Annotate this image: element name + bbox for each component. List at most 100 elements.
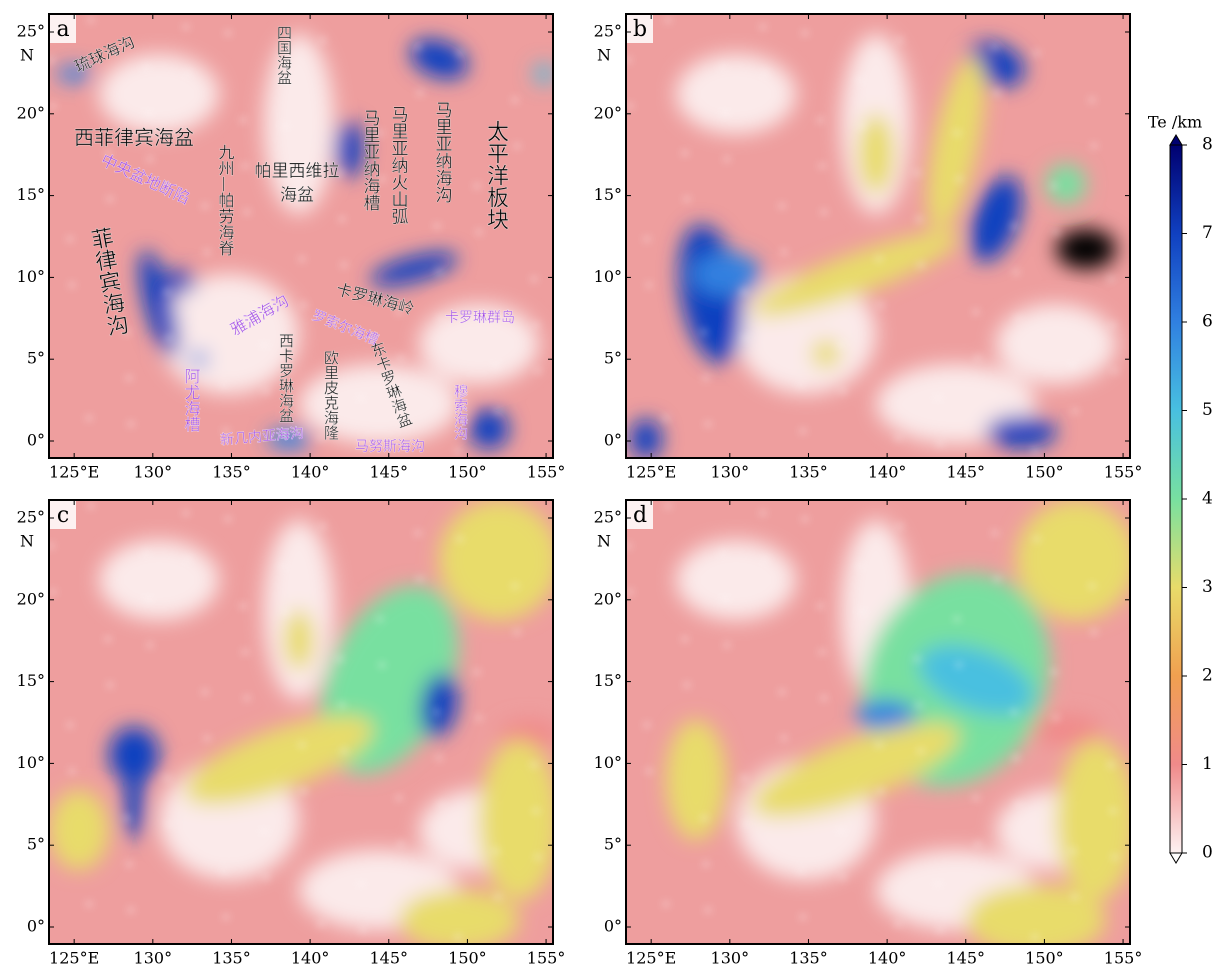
seamount (896, 523, 904, 529)
te-area (124, 760, 144, 840)
colorbar-tick-label: 0 (1202, 843, 1212, 863)
seamount (414, 530, 422, 536)
seamount (681, 636, 689, 642)
seamount (146, 642, 154, 648)
seamount (433, 709, 441, 715)
map-annotation: 阿尤海槽 (182, 368, 201, 432)
seamount (239, 117, 247, 123)
seamount (974, 355, 982, 361)
seamount (700, 815, 708, 821)
map-annotation: 太平洋板块 (483, 120, 509, 230)
seamount (702, 375, 710, 381)
seamount (1050, 669, 1058, 675)
seamount (1090, 143, 1098, 149)
seamount (511, 583, 519, 589)
te-area (284, 610, 314, 670)
seamount (416, 90, 424, 96)
seamount (894, 921, 902, 927)
y-tick-label: 5° (604, 835, 622, 854)
seamount (991, 44, 999, 50)
seamount (934, 395, 942, 401)
x-tick-label: 140° (868, 463, 907, 482)
seamount (534, 368, 542, 374)
colorbar-tick-label: 60 (1202, 312, 1212, 332)
seamount (437, 315, 445, 321)
seamount (224, 516, 232, 522)
seamount (123, 815, 131, 821)
seamount (780, 735, 788, 741)
x-tick-label: 130° (711, 949, 750, 968)
te-area (439, 500, 559, 620)
te-area (534, 64, 554, 84)
seamount (475, 229, 483, 235)
seamount (972, 795, 980, 801)
seamount (858, 123, 866, 129)
seamount (146, 156, 154, 162)
seamount (934, 881, 942, 887)
panel-letter: c (57, 503, 69, 528)
seamount (818, 163, 826, 169)
seamount (856, 77, 864, 83)
seamount (839, 874, 847, 880)
colorbar (1170, 145, 1182, 853)
te-area (1031, 715, 1101, 745)
seamount (243, 695, 251, 701)
seamount (991, 530, 999, 536)
seamount (203, 249, 211, 255)
seamount (839, 388, 847, 394)
te-area (49, 790, 109, 870)
x-tick-label: 125°E (49, 949, 99, 968)
x-tick-label: 150° (1025, 949, 1064, 968)
x-tick-label: 150° (448, 949, 487, 968)
colorbar-tick-label: 70 (1202, 223, 1212, 243)
seamount (298, 742, 306, 748)
seamount (340, 748, 348, 754)
y-tick-label: 15° (594, 671, 622, 690)
map-annotation: 卡罗琳群岛 (445, 310, 515, 326)
seamount (1052, 715, 1060, 721)
y-tick-label: 20° (594, 103, 622, 122)
seamount (742, 335, 750, 341)
seamount (492, 362, 500, 368)
seamount (1012, 755, 1020, 761)
y-unit-label: N (597, 46, 611, 65)
colorbar-min-triangle (1170, 853, 1182, 863)
x-tick-label: 135° (212, 949, 251, 968)
map-annotation: 西菲律宾海盆 (74, 126, 194, 150)
x-tick-label: 145° (946, 463, 985, 482)
seamount (338, 702, 346, 708)
seamount (1010, 709, 1018, 715)
seamount (66, 236, 74, 242)
seamount (1109, 808, 1117, 814)
seamount (719, 64, 727, 70)
colorbar-tick-label: 30 (1202, 577, 1212, 597)
low-te-area (996, 304, 1116, 384)
seamount (1111, 368, 1119, 374)
map-field (45, 497, 559, 950)
y-tick-label: 25° (17, 22, 45, 41)
te-area (630, 419, 662, 459)
x-tick-label: 135° (789, 463, 828, 482)
seamount (1088, 583, 1096, 589)
y-tick-label: 0° (27, 431, 45, 450)
colorbar-tick-label: 20 (1202, 666, 1212, 686)
seamount (144, 596, 152, 602)
seamount (820, 695, 828, 701)
seamount (761, 556, 769, 562)
seamount (182, 510, 190, 516)
x-tick-label: 150° (1025, 463, 1064, 482)
map-field (622, 497, 1136, 955)
seamount (475, 715, 483, 721)
seamount (778, 203, 786, 209)
te-area (191, 351, 207, 367)
seamount (858, 609, 866, 615)
te-area (691, 252, 761, 296)
seamount (875, 256, 883, 262)
seamount (127, 421, 135, 427)
seamount (719, 550, 727, 556)
x-tick-label: 140° (291, 463, 330, 482)
seamount (357, 881, 365, 887)
seamount (532, 808, 540, 814)
x-tick-label: 125°E (626, 949, 676, 968)
seamount (163, 775, 171, 781)
